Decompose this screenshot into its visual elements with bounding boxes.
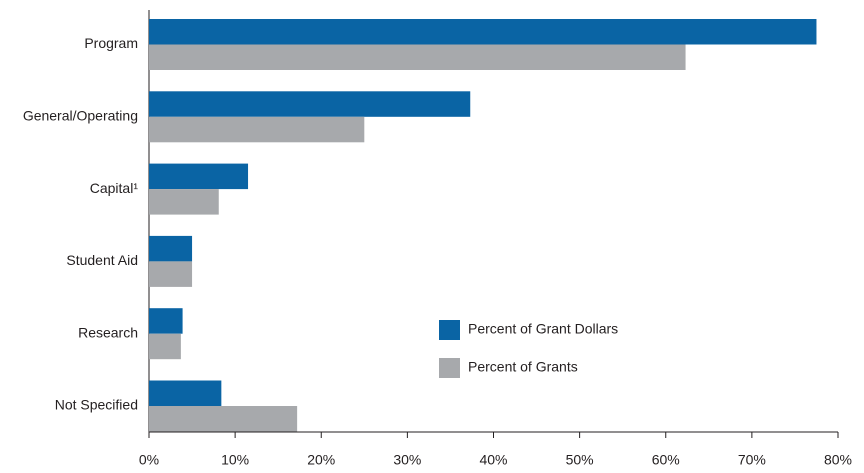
x-tick-label: 60% <box>652 452 680 468</box>
bar <box>149 116 365 143</box>
bar <box>149 261 193 287</box>
bar <box>149 333 181 360</box>
x-tick-label: 70% <box>738 452 766 468</box>
x-tick-label: 80% <box>824 452 852 468</box>
y-tick-label: Student Aid <box>66 252 138 268</box>
x-tick-label: 0% <box>139 452 159 468</box>
y-tick-label: Not Specified <box>55 397 138 413</box>
y-tick-label: General/Operating <box>23 108 138 124</box>
bar <box>149 308 183 334</box>
legend-label: Percent of Grants <box>468 359 578 375</box>
bar <box>149 406 298 432</box>
bar <box>149 163 249 190</box>
bar <box>149 235 193 262</box>
x-tick-label: 30% <box>393 452 421 468</box>
bar <box>149 380 222 406</box>
legend-label: Percent of Grant Dollars <box>468 321 618 337</box>
x-tick-label: 40% <box>479 452 507 468</box>
y-tick-label: Capital¹ <box>90 180 139 196</box>
y-tick-label: Research <box>78 324 138 340</box>
bar <box>149 19 817 45</box>
y-tick-label: Program <box>84 35 138 51</box>
legend-swatch <box>439 320 460 340</box>
bar <box>149 91 471 117</box>
bar <box>149 44 686 70</box>
x-tick-label: 20% <box>307 452 335 468</box>
legend-swatch <box>439 358 460 378</box>
bar <box>149 189 219 215</box>
x-tick-label: 50% <box>566 452 594 468</box>
x-tick-label: 10% <box>221 452 249 468</box>
